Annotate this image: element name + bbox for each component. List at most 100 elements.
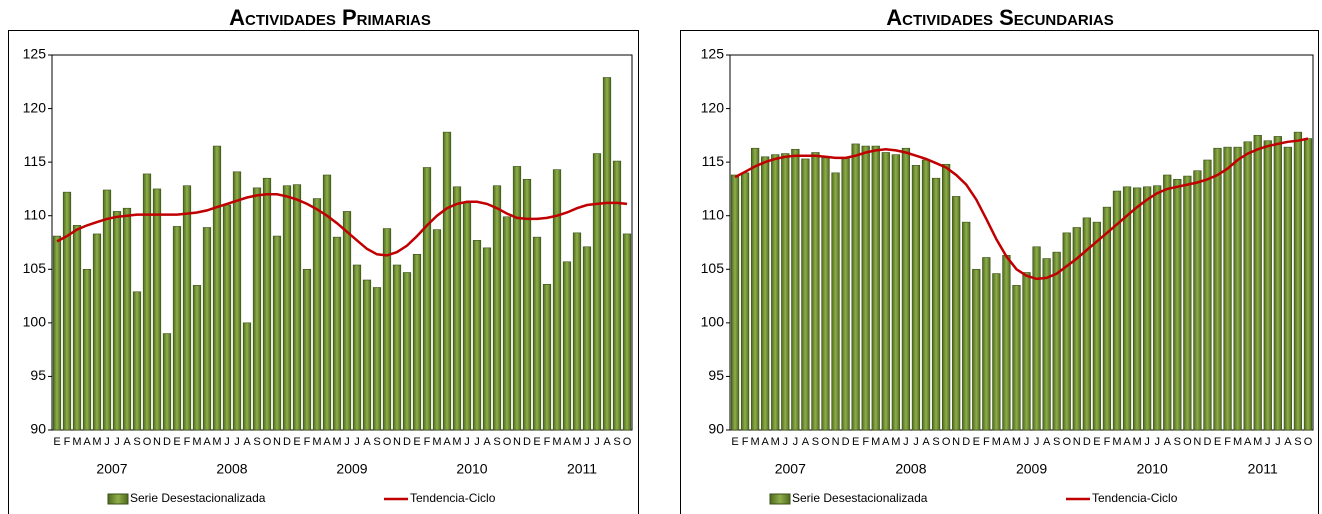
y-tick-label: 90 [708, 421, 724, 437]
bar [1062, 232, 1071, 431]
bar [332, 236, 342, 431]
bar [412, 253, 422, 431]
y-tick-label: 125 [23, 46, 47, 62]
x-tick-label: E [413, 436, 420, 448]
x-tick-label: M [1012, 436, 1021, 448]
bar [781, 153, 790, 431]
x-tick-label: D [962, 436, 970, 448]
x-tick-label: M [891, 436, 900, 448]
legend-swatch [769, 493, 791, 505]
x-tick-label: A [1123, 436, 1131, 448]
year-label: 2009 [336, 461, 367, 477]
x-tick-label: D [523, 436, 531, 448]
x-tick-label: E [53, 436, 60, 448]
x-tick-label: A [1164, 436, 1172, 448]
bar [1042, 258, 1051, 431]
y-tick-label: 110 [702, 206, 725, 222]
x-tick-label: J [474, 436, 480, 448]
bar [952, 196, 961, 431]
bar [992, 273, 1001, 431]
bar [602, 77, 612, 431]
x-tick-label: A [243, 436, 251, 448]
bar [771, 154, 780, 431]
x-tick-label: A [1244, 436, 1252, 448]
bar [492, 185, 502, 431]
x-tick-label: E [1214, 436, 1221, 448]
y-tick-label: 110 [24, 206, 47, 222]
y-tick-label: 105 [701, 260, 725, 276]
bar [821, 157, 830, 431]
bar [392, 264, 402, 431]
x-tick-label: O [263, 436, 272, 448]
bar [1122, 186, 1132, 431]
bar [1002, 255, 1011, 431]
bar [422, 167, 432, 431]
x-tick-label: M [72, 436, 81, 448]
x-tick-label: O [503, 436, 512, 448]
x-tick-label: A [1003, 436, 1011, 448]
x-tick-label: O [1183, 436, 1192, 448]
chart-frame [680, 30, 1319, 514]
x-tick-label: E [293, 436, 300, 448]
bar [740, 172, 750, 431]
bar [1132, 187, 1142, 431]
bar [592, 153, 602, 431]
x-tick-label: A [323, 436, 331, 448]
x-tick-label: J [224, 436, 230, 448]
x-tick-label: M [1133, 436, 1142, 448]
x-tick-label: S [1294, 436, 1301, 448]
x-tick-label: J [104, 436, 110, 448]
x-tick-label: D [163, 436, 171, 448]
chart-title: Actividades Secundarias [886, 5, 1114, 30]
x-tick-label: O [383, 436, 392, 448]
x-tick-label: M [751, 436, 760, 448]
bar [112, 211, 122, 431]
bar [262, 177, 272, 431]
x-tick-label: F [424, 436, 431, 448]
bar [1092, 221, 1102, 431]
x-tick-label: O [623, 436, 632, 448]
bar [372, 287, 382, 431]
bar [122, 207, 132, 431]
x-tick-label: S [493, 436, 500, 448]
bar [1273, 136, 1282, 431]
x-tick-label: M [432, 436, 441, 448]
x-tick-label: J [783, 436, 789, 448]
bar [1223, 146, 1232, 431]
bar [182, 185, 192, 431]
x-tick-label: D [403, 436, 411, 448]
bar [322, 174, 332, 431]
bar [312, 198, 322, 431]
x-tick-label: M [572, 436, 581, 448]
x-tick-label: A [83, 436, 91, 448]
year-label: 2008 [895, 461, 926, 477]
bar [901, 147, 911, 431]
bar [1293, 131, 1303, 431]
x-tick-label: E [173, 436, 180, 448]
y-tick-label: 100 [701, 314, 725, 330]
x-tick-label: M [92, 436, 101, 448]
year-label: 2011 [1248, 461, 1278, 477]
year-label: 2010 [456, 461, 487, 477]
legend-label: Serie Desestacionalizada [130, 491, 266, 505]
bar [1253, 135, 1262, 431]
x-tick-label: F [544, 436, 551, 448]
bar [612, 160, 622, 431]
bar [532, 236, 542, 431]
bar [202, 227, 212, 431]
x-tick-label: J [1154, 436, 1160, 448]
x-tick-label: D [1083, 436, 1091, 448]
bar [382, 228, 392, 431]
x-tick-label: A [1284, 436, 1292, 448]
bar [1012, 285, 1021, 431]
x-tick-label: M [212, 436, 221, 448]
bar [841, 157, 850, 431]
year-label: 2011 [567, 461, 597, 477]
x-tick-label: M [771, 436, 780, 448]
chart-title: Actividades Primarias [229, 5, 431, 30]
x-tick-label: J [354, 436, 360, 448]
bar [92, 233, 102, 431]
bar [552, 169, 562, 431]
